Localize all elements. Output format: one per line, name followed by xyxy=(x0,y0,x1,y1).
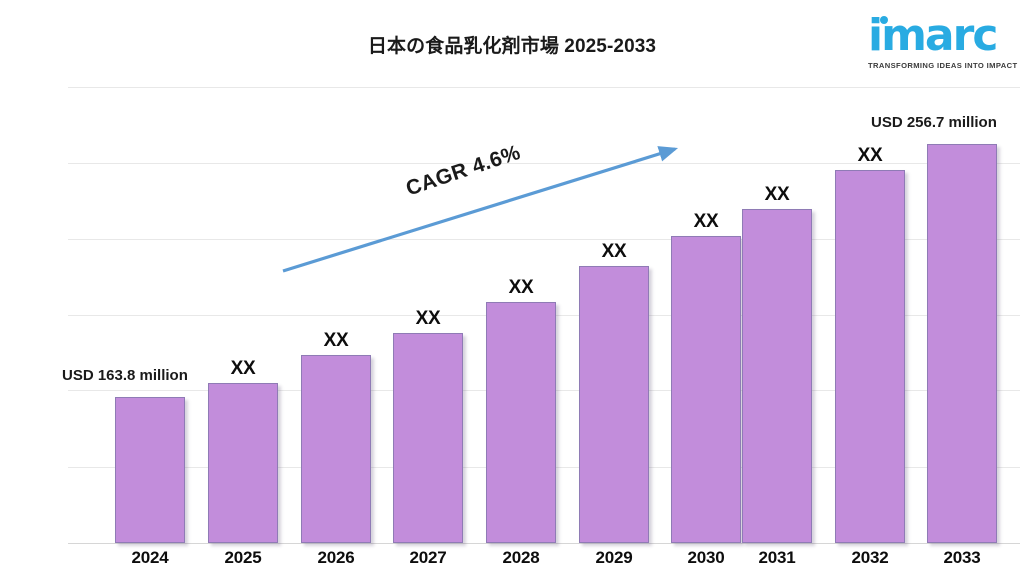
gridline xyxy=(68,87,1020,88)
bar-label-2032: XX xyxy=(857,145,883,166)
end-value-annotation: USD 256.7 million xyxy=(871,114,997,131)
x-tick-2027: 2027 xyxy=(409,548,447,567)
x-tick-2026: 2026 xyxy=(317,548,355,567)
bar-2026[interactable] xyxy=(301,355,371,543)
bar-2028[interactable] xyxy=(486,302,556,543)
x-tick-2033: 2033 xyxy=(943,548,981,567)
x-tick-2031: 2031 xyxy=(758,548,796,567)
logo-tagline: TRANSFORMING IDEAS INTO IMPACT xyxy=(868,61,1018,70)
x-tick-2025: 2025 xyxy=(224,548,262,567)
x-tick-2024: 2024 xyxy=(131,548,169,567)
bar-label-2025: XX xyxy=(230,358,256,379)
bar-2025[interactable] xyxy=(208,383,278,543)
bar-label-2026: XX xyxy=(323,330,349,351)
bar-label-2031: XX xyxy=(764,184,790,205)
imarc-logo: imarc TRANSFORMING IDEAS INTO IMPACT xyxy=(856,10,1018,72)
x-tick-2029: 2029 xyxy=(595,548,633,567)
bar-label-2029: XX xyxy=(601,241,627,262)
bar-label-2030: XX xyxy=(693,211,719,232)
bar-2027[interactable] xyxy=(393,333,463,543)
start-value-annotation: USD 163.8 million xyxy=(62,367,188,384)
bar-label-2027: XX xyxy=(415,308,441,329)
logo-dot-icon xyxy=(880,16,888,24)
bar-label-2028: XX xyxy=(508,277,534,298)
bar-2030[interactable] xyxy=(671,236,741,543)
x-tick-2028: 2028 xyxy=(502,548,540,567)
bar-2032[interactable] xyxy=(835,170,905,543)
x-tick-2032: 2032 xyxy=(851,548,889,567)
bar-2024[interactable] xyxy=(115,397,185,543)
page-title: 日本の食品乳化剤市場 2025-2033 xyxy=(367,36,657,57)
logo-wordmark: imarc xyxy=(868,10,998,61)
bar-2031[interactable] xyxy=(742,209,812,543)
x-tick-2030: 2030 xyxy=(687,548,725,567)
axis-baseline xyxy=(68,543,1020,544)
bar-2029[interactable] xyxy=(579,266,649,543)
cagr-label: CAGR 4.6% xyxy=(403,140,524,201)
bar-2033[interactable] xyxy=(927,144,997,543)
